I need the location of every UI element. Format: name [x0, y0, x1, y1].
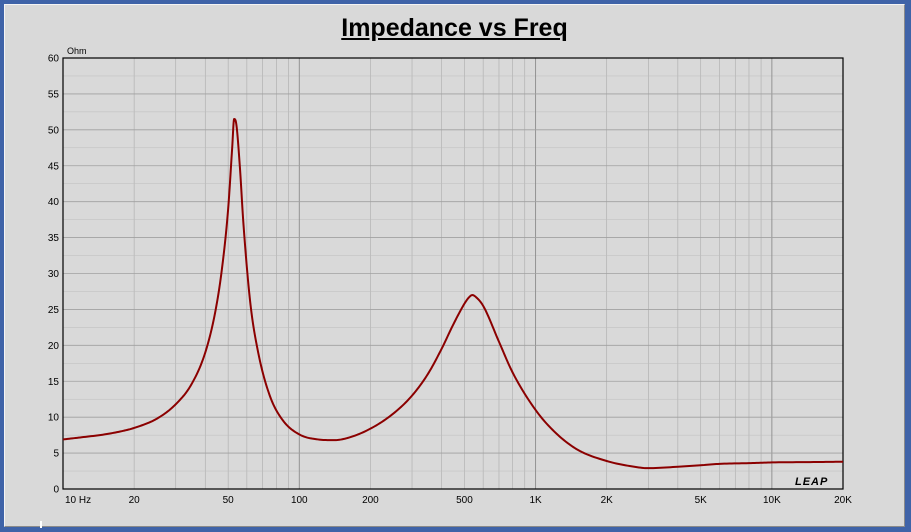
y-tick-label: 15 [48, 377, 60, 388]
x-tick-label: 10K [763, 495, 781, 506]
x-tick-label: 50 [223, 495, 235, 506]
y-tick-label: 50 [48, 125, 60, 136]
y-tick-label: 55 [48, 89, 60, 100]
y-tick-label: 5 [53, 449, 59, 460]
y-tick-label: 45 [48, 161, 60, 172]
x-tick-labels: 10 Hz 20 50 100 200 500 1K 2K 5K 10K 20K [65, 495, 852, 506]
x-tick-label: 1K [529, 495, 542, 506]
plot-area-frame [62, 57, 844, 490]
chart-panel: Impedance vs Freq Ohm 0 5 10 15 20 25 30 35 40 45… [4, 4, 905, 527]
y-tick-label: 0 [53, 485, 59, 496]
chart-title: Impedance vs Freq [341, 14, 568, 42]
x-tick-label: 500 [456, 495, 473, 506]
x-tick-label: 20 [129, 495, 141, 506]
x-tick-label: 100 [291, 495, 308, 506]
y-tick-label: 30 [48, 269, 60, 280]
series-line-impedance [62, 118, 844, 470]
y-tick-label: 10 [48, 413, 60, 424]
window-edge-mark [40, 521, 42, 528]
y-axis-label: Ohm [67, 46, 87, 56]
leap-watermark: LEAP [795, 476, 828, 488]
x-tick-label: 10 Hz [65, 495, 91, 506]
y-tick-labels: 0 5 10 15 20 25 30 35 40 45 50 55 60 [48, 54, 60, 496]
y-tick-label: 20 [48, 341, 60, 352]
x-tick-label: 200 [362, 495, 379, 506]
y-tick-label: 60 [48, 54, 60, 65]
grid-major [62, 57, 843, 490]
x-tick-label: 2K [601, 495, 614, 506]
y-tick-label: 35 [48, 233, 60, 244]
x-tick-label: 5K [695, 495, 708, 506]
y-tick-label: 25 [48, 305, 60, 316]
x-tick-label: 20K [834, 495, 852, 506]
y-tick-label: 40 [48, 197, 60, 208]
